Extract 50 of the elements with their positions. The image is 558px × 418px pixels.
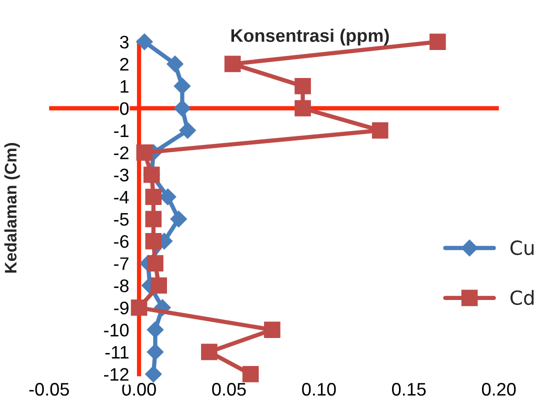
x-tick-label: 0.00 xyxy=(122,382,156,396)
point xyxy=(174,78,191,94)
y-tick-label: -12 xyxy=(104,368,128,381)
point xyxy=(294,78,311,94)
x-tick-label: -0.05 xyxy=(29,382,69,396)
y-tick-label: -1 xyxy=(114,124,128,137)
point xyxy=(150,277,167,294)
point xyxy=(130,299,148,316)
point xyxy=(242,366,259,382)
y-tick-label: -5 xyxy=(114,213,129,226)
point xyxy=(372,122,388,139)
point xyxy=(264,322,280,338)
point xyxy=(224,56,241,72)
point xyxy=(430,34,446,50)
point xyxy=(294,100,311,116)
x-tick-label: 0.05 xyxy=(212,382,246,396)
point xyxy=(136,33,153,50)
x-tick-label: 0.10 xyxy=(302,382,336,396)
y-axis-title: Kedalaman (Cm) xyxy=(4,143,20,273)
point xyxy=(136,144,153,161)
x-tick-label: 0.20 xyxy=(482,382,516,396)
x-tick-label: 0.15 xyxy=(392,382,426,396)
y-tick-label: 1 xyxy=(120,80,128,93)
y-tick-label: -9 xyxy=(114,302,128,314)
legend-label: Cd xyxy=(510,290,534,306)
y-tick-label: -11 xyxy=(105,346,128,358)
legend-label: Cu xyxy=(510,240,534,256)
y-tick-label: -6 xyxy=(114,235,129,248)
y-tick-label: -8 xyxy=(114,279,129,292)
point xyxy=(145,366,162,382)
point xyxy=(145,188,162,206)
y-tick-label: -4 xyxy=(114,191,129,204)
y-tick-label: -7 xyxy=(114,257,128,270)
point xyxy=(170,210,188,228)
y-tick-label: -3 xyxy=(114,168,129,182)
point xyxy=(179,122,196,139)
x-axis-title: Konsentrasi (ppm) xyxy=(231,28,389,46)
point xyxy=(145,233,162,250)
point xyxy=(201,344,218,360)
point xyxy=(146,321,164,338)
point xyxy=(174,100,191,117)
y-tick-label: 0 xyxy=(120,102,129,115)
y-tick-label: 2 xyxy=(120,58,128,70)
point xyxy=(145,210,162,228)
point xyxy=(166,56,184,72)
point xyxy=(146,344,164,360)
y-tick-label: -10 xyxy=(104,324,129,337)
y-tick-label: -2 xyxy=(114,146,128,160)
y-tick-label: 3 xyxy=(120,36,129,49)
point xyxy=(147,255,164,272)
